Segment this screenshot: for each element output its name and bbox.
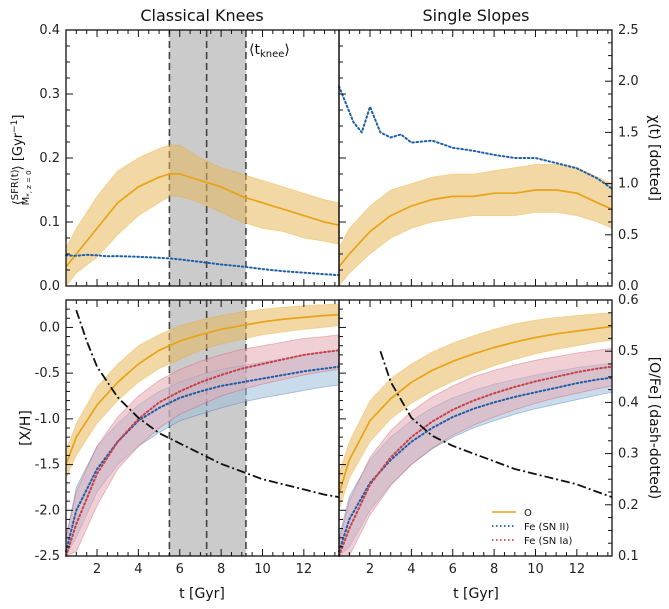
bottom-left-ytick-label-4: -0.5 (35, 366, 60, 381)
bottom-left-xtick-label-3: 8 (217, 562, 225, 577)
band-bottom-right-fe-sn-ia (338, 348, 613, 557)
bottom-right-xtick-label-3: 8 (490, 562, 498, 577)
panel-frame-bottom-right (338, 299, 613, 557)
top-right-ytick-label-2: 1.0 (618, 177, 639, 192)
legend-label-fe-snia: Fe (SN Ia) (524, 536, 573, 547)
bottom-right-ytick-label-5: 0.6 (618, 293, 639, 308)
top-right-ytick-label-3: 1.5 (618, 125, 639, 140)
bottom-right-ytick-label-4: 0.5 (618, 344, 639, 359)
line-top-left-t (65, 253, 340, 277)
top-left-ytick-label-2: 0.2 (39, 151, 60, 166)
bottom-left-ytick-label-5: 0.0 (39, 320, 60, 335)
panel-frame-top-right (338, 29, 613, 287)
top-left-ytick-label-3: 0.3 (39, 87, 60, 102)
bottom-left-xtick-label-0: 2 (93, 562, 101, 577)
bottom-right-xtick-label-4: 10 (527, 562, 544, 577)
top-right-ytick-label-5: 2.5 (618, 23, 639, 38)
line-bottom-left-fe-sn-ii (65, 365, 340, 553)
tick-labels: 0.0 0.1 0.2 0.3 0.4 0.0 0.5 1.0 1.5 2.0 2.5 -2.5 -2.… (35, 23, 639, 577)
bottom-right-ytick-label-3: 0.4 (618, 395, 639, 410)
bottom-left-ytick-label-2: -1.5 (35, 458, 60, 473)
line-top-right-t (338, 85, 613, 190)
band-top-right-sfr (338, 164, 613, 288)
line-bottom-left-o-fe (75, 309, 340, 498)
top-left-ytick-label-0: 0.0 (39, 279, 60, 294)
line-bottom-right-o-fe (379, 350, 613, 498)
bottom-right-xtick-label-5: 12 (569, 562, 586, 577)
top-left-ytick-label-1: 0.1 (39, 215, 60, 230)
ylabel-xh: [X/H] (18, 410, 34, 446)
line-bottom-left-o (65, 313, 340, 465)
bottom-left-xtick-label-1: 4 (134, 562, 142, 577)
line-bottom-left-fe-sn-ia (65, 349, 340, 557)
top-right-ytick-label-0: 0.0 (618, 279, 639, 294)
bottom-right-xtick-label-0: 2 (366, 562, 374, 577)
bottom-left-xtick-label-2: 6 (176, 562, 184, 577)
top-left-ytick-label-4: 0.4 (39, 23, 60, 38)
line-bottom-right-o (338, 325, 613, 495)
title-classical-knees: Classical Knees (140, 6, 263, 25)
legend-label-o: O (524, 508, 532, 519)
legend: O Fe (SN II) Fe (SN Ia) (492, 508, 573, 547)
top-right-ytick-label-4: 2.0 (618, 74, 639, 89)
line-top-right-sfr (338, 189, 613, 268)
bottom-right-xtick-label-1: 4 (407, 562, 415, 577)
bottom-left-xtick-label-5: 12 (296, 562, 313, 577)
ylabel-chi: χ(t) [dotted] (646, 115, 662, 201)
ylabel-sfr: ⟨SFR(t)M*, z = 0⟩ [Gyr−1] (10, 115, 33, 206)
bottom-left-xtick-label-4: 10 (254, 562, 271, 577)
legend-label-fe-snii: Fe (SN II) (524, 522, 569, 533)
title-single-slopes: Single Slopes (423, 6, 530, 25)
bottom-right-xtick-label-2: 6 (449, 562, 457, 577)
bottom-right-ytick-label-2: 0.3 (618, 447, 639, 462)
bottom-left-ytick-label-1: -2.0 (35, 503, 60, 518)
svg-text:⟨SFR(t)M*, z = 0⟩ [Gyr−1]: ⟨SFR(t)M*, z = 0⟩ [Gyr−1] (10, 115, 33, 206)
line-bottom-right-fe-sn-ia (338, 365, 613, 557)
bottom-left-ytick-label-3: -1.0 (35, 412, 60, 427)
top-right-ytick-label-1: 0.5 (618, 228, 639, 243)
tick-marks (66, 29, 612, 557)
knee-annotation: ⟨tknee⟩ (249, 42, 290, 60)
bottom-right-ytick-label-0: 0.1 (618, 549, 639, 564)
series-lines (65, 85, 613, 557)
xlabel-right: t [Gyr] (453, 586, 499, 602)
xlabel-left: t [Gyr] (179, 586, 225, 602)
line-top-left-sfr (65, 173, 340, 268)
bottom-left-ytick-label-0: -2.5 (35, 549, 60, 564)
bottom-right-ytick-label-1: 0.2 (618, 498, 639, 513)
knee-bands (168, 30, 247, 556)
ylabel-ofe: [O/Fe] (dash-dotted) (646, 357, 662, 500)
